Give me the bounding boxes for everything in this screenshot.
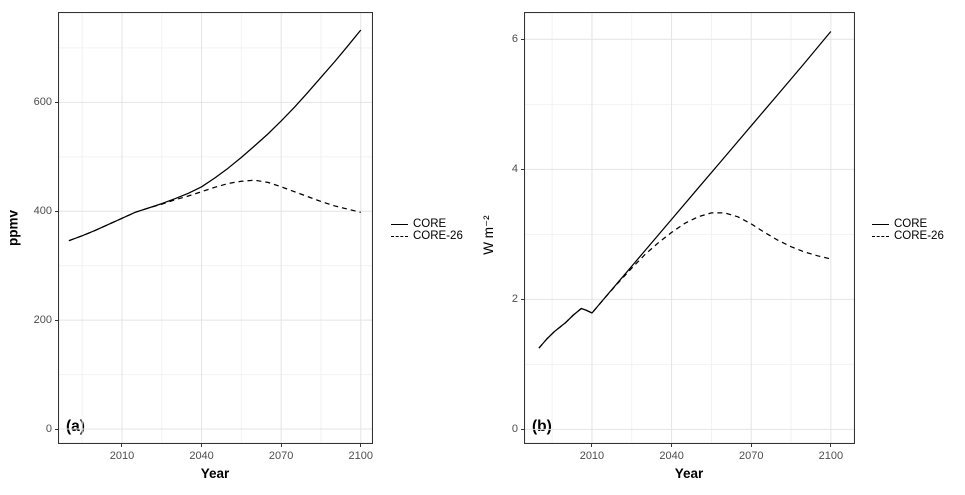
x-axis-tick (121, 444, 123, 447)
legend-item-core: CORE (872, 218, 944, 230)
y-tick-label: 200 (33, 314, 52, 327)
legend-item-core-26: CORE-26 (872, 230, 944, 242)
x-tick-label: 2010 (579, 450, 605, 462)
panel-b-x-axis-title: Year (674, 466, 704, 481)
y-tick-label: 0 (45, 423, 52, 436)
y-axis-tick (55, 101, 58, 103)
panel-b-series-core-26 (538, 212, 831, 349)
panel-a-chart-svg (58, 12, 373, 444)
y-tick-label: 600 (33, 96, 52, 109)
panel-b-series-core (538, 31, 832, 349)
y-tick-label: 2 (511, 293, 518, 306)
y-axis-tick (521, 428, 524, 430)
y-tick-label: 0 (511, 423, 518, 436)
x-tick-label: 2100 (818, 450, 844, 462)
x-axis-tick (360, 444, 362, 447)
legend-label-core: CORE (413, 218, 447, 230)
legend-label-core-26: CORE-26 (413, 230, 463, 242)
dashed-line-key-icon (391, 235, 408, 237)
panel-a-series-core (68, 29, 362, 242)
y-axis-tick (521, 168, 524, 170)
panel-b-y-axis-title: W m⁻² (481, 215, 496, 255)
x-tick-label: 2100 (348, 450, 374, 462)
solid-line-key-icon (872, 223, 889, 225)
y-tick-label: 400 (33, 205, 52, 218)
panel-b-legend: CORE CORE-26 (872, 218, 944, 242)
y-axis-tick (55, 428, 58, 430)
panel-b-annotation: (b) (532, 418, 552, 435)
x-axis-tick (830, 444, 832, 447)
x-axis-tick (750, 444, 752, 447)
panel-b-chart-svg (524, 12, 855, 444)
panel-a-annotation: (a) (66, 418, 85, 435)
x-axis-tick (671, 444, 673, 447)
x-tick-label: 2070 (738, 450, 764, 462)
y-axis-tick (55, 210, 58, 212)
x-tick-label: 2040 (659, 450, 684, 462)
x-axis-tick (280, 444, 282, 447)
legend-item-core: CORE (391, 218, 463, 230)
panel-a-x-axis-title: Year (200, 466, 230, 481)
y-axis-tick (521, 38, 524, 40)
solid-line-key-icon (391, 223, 408, 225)
x-axis-tick (591, 444, 593, 447)
y-axis-tick (521, 298, 524, 300)
panel-a-legend: CORE CORE-26 (391, 218, 463, 242)
legend-item-core-26: CORE-26 (391, 230, 463, 242)
y-tick-label: 6 (511, 33, 518, 46)
legend-label-core: CORE (894, 218, 928, 230)
x-axis-tick (201, 444, 203, 447)
x-tick-label: 2010 (109, 450, 135, 462)
y-tick-label: 4 (511, 163, 518, 176)
x-tick-label: 2070 (268, 450, 294, 462)
dashed-line-key-icon (872, 235, 889, 237)
panel-a-series-core-26 (68, 179, 361, 242)
legend-label-core-26: CORE-26 (894, 230, 944, 242)
x-tick-label: 2040 (189, 450, 214, 462)
y-axis-tick (55, 319, 58, 321)
